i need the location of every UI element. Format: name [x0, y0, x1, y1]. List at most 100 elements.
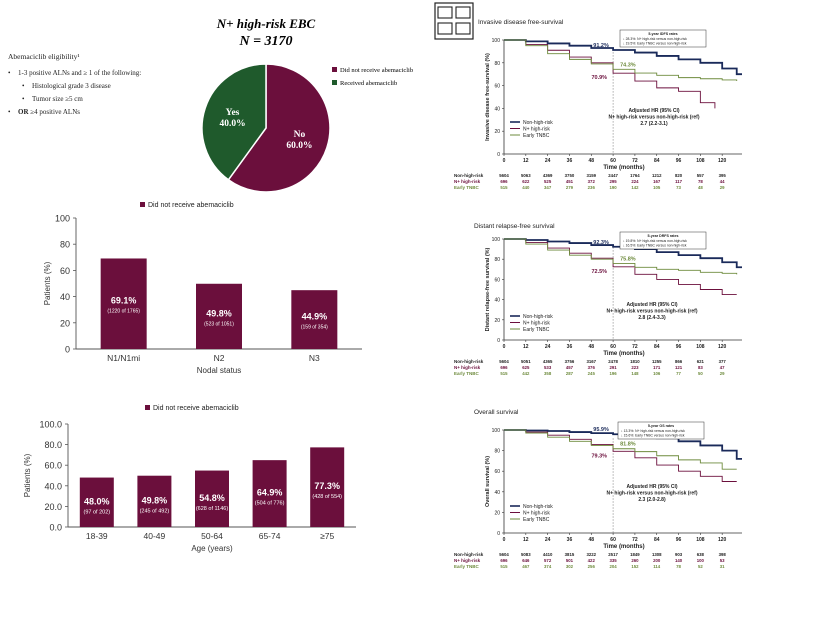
risk-cell: 223	[631, 365, 639, 370]
x-tick-label: 36	[567, 344, 573, 350]
x-tick-label: 40-49	[144, 531, 166, 541]
eligibility-item: • 1-3 positive ALNs and ≥ 1 of the follow…	[8, 69, 142, 77]
y-tick-label: 20	[60, 318, 70, 328]
y-tick-label: 0	[65, 345, 70, 355]
risk-cell: 100	[697, 558, 705, 563]
risk-cell: 621	[697, 359, 705, 364]
risk-cell: 53	[720, 558, 725, 563]
y-tick-label: 20.0	[44, 502, 62, 512]
risk-cell: 291	[610, 365, 618, 370]
km-curve-early-tnbc	[504, 238, 738, 275]
hr-value: 2.7 (2.2-3.1)	[640, 121, 668, 127]
risk-row-label: N+ high-risk	[454, 558, 481, 563]
risk-cell: 121	[675, 365, 683, 370]
km-legend-label: Non-high-risk	[523, 504, 553, 510]
km-title: Invasive disease free-survival	[478, 19, 564, 26]
risk-cell: 200	[653, 558, 661, 563]
x-tick-label: 84	[654, 537, 660, 543]
km-chart-os: Overall survival 0 20 40 60 80 100 0 12 24 36 48 60 7…	[454, 409, 742, 569]
bar-value-label: 69.1%	[111, 296, 137, 306]
risk-cell: 3167	[586, 359, 596, 364]
risk-cell: 866	[675, 359, 683, 364]
risk-cell: 2517	[608, 552, 618, 557]
eligibility-panel: Abemaciclib eligibility¹ • 1-3 positive A…	[8, 52, 183, 119]
km-point-label: 70.9%	[591, 75, 607, 81]
y-tick-label: 40.0	[44, 481, 62, 491]
hr-line: N+ high-risk versus non-high-risk (ref)	[607, 309, 698, 315]
y-axis-label: Invasive disease free-survival (%)	[485, 53, 491, 141]
risk-cell: 4410	[543, 552, 553, 557]
km-legend-label: Non-high-risk	[523, 120, 553, 126]
risk-cell: 5604	[499, 173, 509, 178]
bar-value-label: 77.3%	[314, 481, 340, 491]
pie-slice-value: 40.0%	[219, 119, 245, 129]
bar	[100, 258, 147, 349]
risk-row-label: Non-high-risk	[454, 359, 484, 364]
x-tick-label: 72	[632, 158, 638, 164]
y-tick-label: 80.0	[44, 440, 62, 450]
eligibility-item: • OR ≥4 positive ALNs	[8, 108, 80, 116]
risk-cell: 245	[588, 371, 596, 376]
risk-cell: 395	[719, 173, 727, 178]
bar-value-label: 49.8%	[206, 308, 232, 318]
risk-cell: 73	[676, 185, 681, 190]
y-tick-label: 60.0	[44, 461, 62, 471]
risk-cell: 1849	[630, 552, 640, 557]
x-tick-label: 120	[718, 344, 727, 350]
x-tick-label: 96	[676, 537, 682, 543]
risk-cell: 2478	[608, 359, 618, 364]
y-tick-label: 100.0	[39, 420, 62, 430]
km-chart-idfs: Invasive disease free-survival 0 20 40 60 80 1…	[454, 19, 742, 190]
km-point-label: 92.3%	[593, 240, 609, 246]
x-tick-label: 72	[632, 344, 638, 350]
km-legend-label: Early TNBC	[523, 327, 550, 333]
risk-cell: 467	[522, 564, 530, 569]
risk-cell: 3815	[565, 552, 575, 557]
risk-cell: 279	[566, 185, 574, 190]
x-tick-label: 12	[523, 158, 529, 164]
risk-cell: 622	[522, 179, 530, 184]
rates-box	[619, 231, 707, 250]
x-tick-label: 36	[567, 158, 573, 164]
legend-label: Did not receive abemaciclib	[148, 202, 234, 209]
risk-cell: 376	[588, 365, 596, 370]
x-tick-label: N1/N1mi	[107, 353, 140, 363]
risk-cell: 515	[500, 185, 508, 190]
x-tick-label: 24	[545, 344, 551, 350]
risk-cell: 4369	[543, 173, 553, 178]
x-tick-label: 108	[696, 344, 705, 350]
hr-title: Adjusted HR (95% CI)	[626, 484, 677, 490]
bar	[195, 470, 229, 527]
eligibility-item: • Tumor size ≥5 cm	[22, 95, 83, 103]
risk-cell: 204	[610, 564, 618, 569]
bar	[291, 290, 338, 349]
risk-cell: 3222	[586, 552, 596, 557]
risk-cell: 50	[698, 371, 703, 376]
risk-row-label: N+ high-risk	[454, 179, 481, 184]
km-curve-early-tnbc	[504, 39, 738, 82]
risk-cell: 52	[698, 564, 703, 569]
risk-cell: 374	[544, 564, 552, 569]
risk-cell: 152	[631, 564, 639, 569]
bar	[310, 447, 345, 527]
risk-cell: 287	[566, 371, 574, 376]
hr-title: Adjusted HR (95% CI)	[628, 108, 679, 114]
window-grid-icon[interactable]	[434, 2, 474, 40]
risk-row-label: Non-high-risk	[454, 173, 484, 178]
pie-subtitle: N = 3170	[238, 34, 292, 49]
y-tick-label: 0	[497, 531, 500, 537]
bar-count-label: (245 of 492)	[140, 508, 170, 514]
risk-cell: 3159	[586, 173, 596, 178]
y-tick-label: 20	[494, 318, 500, 324]
age-chart: Did not receive abemaciclib 0.0 20.0 40.0 60…	[23, 405, 356, 553]
y-tick-label: 40	[494, 490, 500, 496]
km-point-label: 74.3%	[620, 62, 636, 68]
pie-title: N+ high-risk EBC	[216, 16, 316, 31]
x-axis-label: Time (months)	[603, 544, 644, 550]
eligibility-title: Abemaciclib eligibility¹	[8, 52, 80, 61]
y-tick-label: 60	[494, 84, 500, 90]
rates-box	[619, 29, 707, 48]
risk-cell: 83	[698, 365, 703, 370]
x-tick-label: 36	[567, 537, 573, 543]
km-title: Overall survival	[474, 409, 519, 416]
